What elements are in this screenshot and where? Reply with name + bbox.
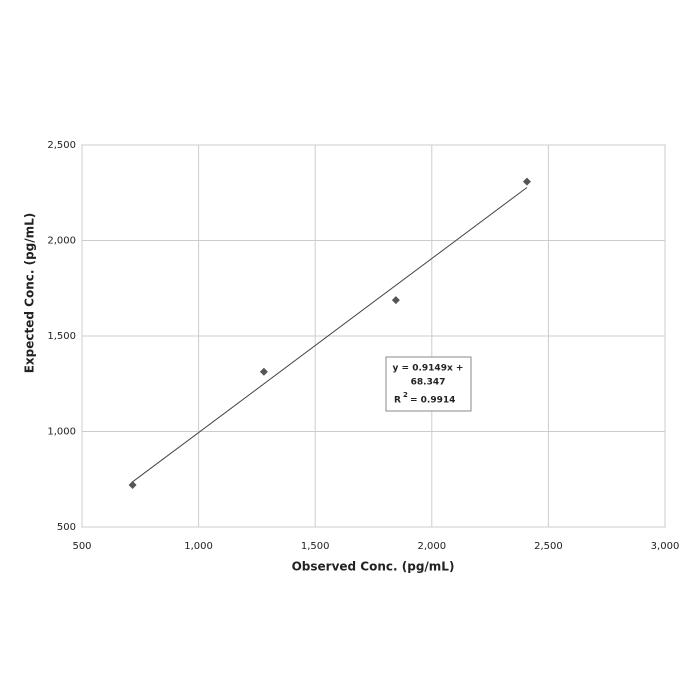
x-tick-label: 2,000	[417, 541, 446, 552]
x-tick-label: 1,500	[301, 541, 330, 552]
y-tick-label: 2,500	[47, 140, 76, 151]
y-tick-label: 1,500	[47, 331, 76, 342]
annotation-line: y = 0.9149x +	[393, 364, 464, 374]
x-tick-label: 2,500	[534, 541, 563, 552]
y-tick-label: 2,000	[47, 236, 76, 247]
y-axis-title: Expected Conc. (pg/mL)	[23, 213, 37, 374]
y-tick-label: 500	[57, 522, 76, 533]
annotation-line: 68.347	[411, 378, 446, 388]
annotation-box	[385, 356, 472, 412]
x-tick-label: 1,000	[184, 541, 213, 552]
x-tick-label: 500	[72, 541, 91, 552]
point	[259, 367, 268, 376]
r2-value: = 0.9914	[410, 396, 455, 406]
y-tick-label: 1,000	[47, 427, 76, 438]
point	[128, 480, 137, 489]
trendline	[132, 187, 528, 483]
x-tick-label: 3,000	[651, 541, 680, 552]
x-axis-title: Observed Conc. (pg/mL)	[292, 560, 455, 574]
point	[522, 177, 531, 186]
r2-sup: 2	[403, 391, 408, 399]
point	[391, 296, 400, 305]
r2-base: R	[394, 396, 401, 406]
